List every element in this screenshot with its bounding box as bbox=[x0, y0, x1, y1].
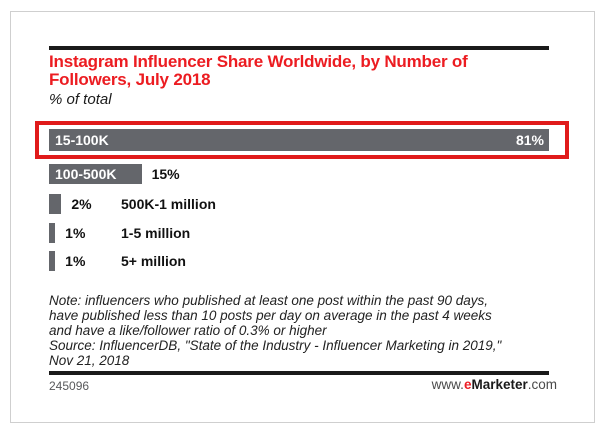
chart-card: Instagram Influencer Share Worldwide, by… bbox=[10, 11, 595, 423]
chart-title: Instagram Influencer Share Worldwide, by… bbox=[49, 52, 468, 89]
bar-row-5+ million: 1% 5+ million bbox=[49, 251, 589, 271]
logo-part-e: e bbox=[463, 377, 472, 392]
logo-part-com: .com bbox=[527, 377, 557, 392]
bar-label: 15-100K bbox=[55, 132, 109, 148]
bar-value: 2% bbox=[71, 196, 92, 212]
chart-id: 245096 bbox=[49, 379, 90, 393]
bar-5+ million bbox=[49, 251, 56, 271]
bar-label: 5+ million bbox=[121, 253, 186, 269]
bar-row-15-100K: 15-100K 81% bbox=[49, 129, 589, 151]
bar-label: 1-5 million bbox=[121, 225, 191, 241]
emarketer-logo: www.eMarketer.com bbox=[432, 377, 557, 392]
chart-subtitle: % of total bbox=[49, 91, 112, 108]
bar-row-500K-1 million: 2% 500K-1 million bbox=[49, 194, 589, 214]
bar-value: 15% bbox=[151, 166, 180, 182]
bar-1-5 million bbox=[49, 223, 56, 243]
bar-value: 1% bbox=[65, 225, 86, 241]
top-divider-rule bbox=[49, 46, 549, 50]
bar-label: 500K-1 million bbox=[121, 196, 216, 212]
bar-row-1-5 million: 1% 1-5 million bbox=[49, 223, 589, 243]
bar-chart: 15-100K 81% 100-500K 15% 2% 500K-1 million 1% 1… bbox=[49, 12, 589, 312]
highlight-annotation-box bbox=[35, 121, 569, 159]
bottom-divider-rule bbox=[49, 371, 549, 375]
bar-100-500K: 100-500K bbox=[49, 164, 142, 184]
bar-value: 1% bbox=[65, 253, 86, 269]
bar-500K-1 million bbox=[49, 194, 62, 214]
bar-row-100-500K: 100-500K 15% bbox=[49, 164, 589, 184]
logo-part-www: www. bbox=[431, 377, 464, 392]
bar-value: 81% bbox=[515, 132, 544, 148]
bar-label: 100-500K bbox=[55, 166, 117, 182]
logo-part-marketer: Marketer bbox=[471, 377, 528, 392]
bar-15-100K: 15-100K 81% bbox=[49, 129, 549, 151]
note-and-source-text: Note: influencers who published at least… bbox=[49, 293, 502, 368]
